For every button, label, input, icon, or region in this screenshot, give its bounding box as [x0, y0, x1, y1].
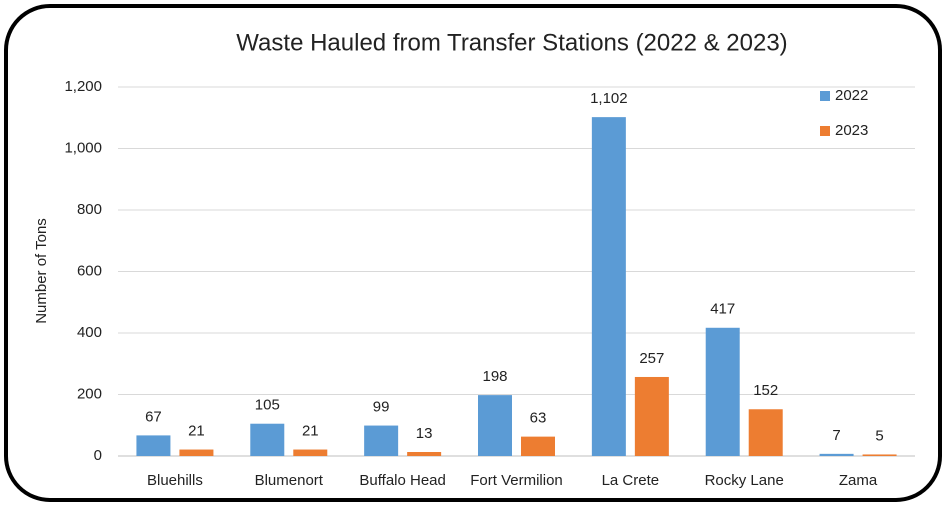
data-label: 417	[710, 301, 735, 318]
y-axis-label: Number of Tons	[33, 218, 50, 324]
x-tick-label: Fort Vermilion	[470, 472, 563, 489]
legend-label: 2023	[835, 122, 868, 139]
x-tick-label: Rocky Lane	[705, 472, 784, 489]
y-tick-label: 400	[77, 324, 102, 341]
y-tick-label: 200	[77, 385, 102, 402]
bar	[634, 376, 669, 456]
data-label: 7	[832, 427, 840, 444]
bar	[293, 449, 328, 456]
frame	[4, 4, 942, 502]
bar	[862, 454, 897, 456]
data-label: 105	[255, 397, 280, 414]
bar	[364, 425, 399, 456]
y-tick-label: 1,200	[64, 78, 102, 95]
bar	[819, 453, 854, 456]
data-label: 21	[188, 423, 205, 440]
data-label: 152	[753, 382, 778, 399]
x-tick-label: Bluehills	[147, 472, 203, 489]
data-label: 1,102	[590, 90, 628, 107]
x-tick-label: La Crete	[602, 472, 660, 489]
y-tick-label: 600	[77, 262, 102, 279]
y-tick-label: 0	[94, 447, 102, 464]
legend-swatch	[820, 91, 830, 101]
data-label: 257	[639, 350, 664, 367]
bar	[250, 423, 285, 456]
bar	[179, 449, 214, 456]
bar	[748, 409, 783, 456]
data-label: 63	[530, 410, 547, 427]
y-tick-label: 800	[77, 201, 102, 218]
x-tick-label: Buffalo Head	[359, 472, 445, 489]
chart-title: Waste Hauled from Transfer Stations (202…	[236, 29, 787, 56]
data-label: 198	[482, 368, 507, 385]
legend-swatch	[820, 126, 830, 136]
data-label: 21	[302, 423, 319, 440]
bar	[705, 327, 740, 456]
legend-label: 2022	[835, 87, 868, 104]
bar	[521, 436, 555, 456]
bar	[591, 117, 626, 456]
x-tick-label: Zama	[839, 472, 878, 489]
x-tick-label: Blumenort	[255, 472, 324, 489]
bar	[407, 452, 442, 456]
bar	[478, 395, 512, 456]
data-label: 67	[145, 408, 162, 425]
y-tick-label: 1,000	[64, 139, 102, 156]
data-label: 99	[373, 399, 390, 416]
data-label: 5	[875, 427, 883, 444]
data-label: 13	[416, 425, 433, 442]
bar	[136, 435, 171, 456]
